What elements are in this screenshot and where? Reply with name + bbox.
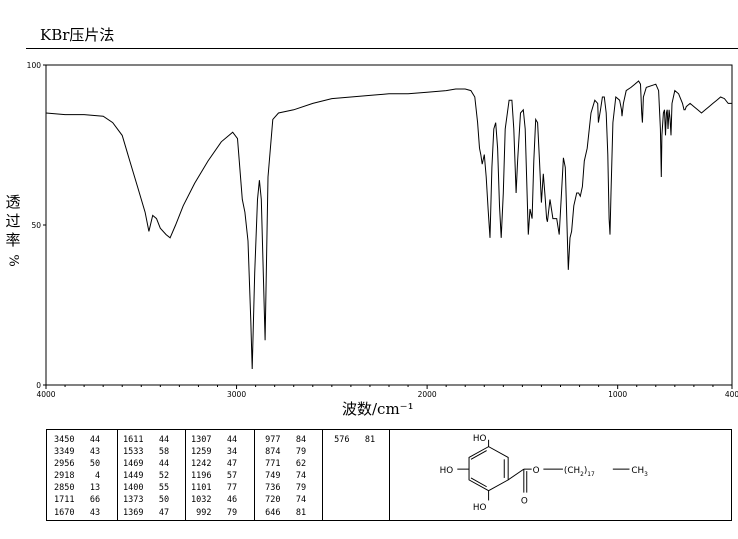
peak-row: 1373 50: [123, 495, 170, 506]
peak-row: 977 84: [260, 435, 307, 445]
y-tick-label: 0: [36, 381, 41, 390]
peak-column-2: 1611 44 1533 58 1469 44 1449 52 1400 55 1373 …: [123, 434, 169, 519]
peak-column-divider: [322, 430, 323, 520]
peak-column-3: 1307 44 1259 34 1242 47 1196 57 1101 77 1032 …: [191, 434, 237, 519]
y-tick-label: 50: [31, 221, 41, 230]
peak-row: 874 79: [260, 447, 307, 458]
peak-row: 1369 47: [123, 507, 170, 518]
peak-column-1: 3450 44 3349 43 2956 50 2918 4 2850 13 1711 6…: [54, 434, 100, 519]
peak-row: 992 79: [191, 507, 238, 518]
benzene-ring: [468, 446, 509, 492]
peak-row: 1711 66: [54, 495, 101, 506]
plot-frame: [45, 64, 733, 386]
peak-row: 1101 77: [191, 483, 238, 494]
molecular-structure: HO HO HO O O (CH2)17 CH3: [389, 429, 732, 521]
peak-row: 1242 47: [191, 459, 238, 470]
peak-row: 1259 34: [191, 447, 238, 458]
peak-row: 3349 43: [54, 447, 101, 458]
title-divider: [26, 48, 738, 49]
transmittance-trace: [45, 80, 732, 370]
ester-oxygen-label: O: [533, 466, 540, 476]
peak-row: 1611 44: [123, 435, 170, 445]
peak-row: 2850 13: [54, 483, 101, 494]
y-axis-label-char-2: 过: [5, 212, 21, 230]
peak-row: 1400 55: [123, 483, 170, 494]
page-title: KBr压片法: [40, 26, 115, 44]
hydroxyl-top-label: HO: [473, 434, 487, 444]
y-axis-label-char-1: 透: [5, 193, 21, 211]
x-tick-label: 4000: [36, 390, 55, 399]
y-tick-label: 100: [27, 61, 42, 70]
x-tick-label: 2000: [418, 390, 437, 399]
x-tick-label: 3000: [227, 390, 246, 399]
peak-row: 749 74: [260, 471, 307, 482]
peak-column-5: 576 81: [329, 434, 375, 446]
peak-column-divider: [117, 430, 118, 520]
peak-row: 576 81: [329, 435, 376, 445]
axis-ticks: [43, 64, 733, 389]
alkyl-chain-label: (CH2)17: [564, 466, 595, 478]
y-axis-label: 透 过 率 %: [3, 193, 23, 270]
x-axis-label: 波数/cm⁻¹: [342, 400, 414, 418]
peak-column-divider: [185, 430, 186, 520]
peak-column-divider: [254, 430, 255, 520]
peak-row: 720 74: [260, 495, 307, 506]
x-tick-label: 400: [725, 390, 738, 399]
peak-row: 736 79: [260, 483, 307, 494]
peak-row: 2918 4: [54, 471, 101, 482]
peak-row: 1196 57: [191, 471, 238, 482]
x-tick-label: 1000: [608, 390, 627, 399]
peak-row: 1469 44: [123, 459, 170, 470]
peak-row: 771 62: [260, 459, 307, 470]
peak-column-4: 977 84 874 79 771 62 749 74 736 79 720 7…: [260, 434, 306, 519]
peak-row: 2956 50: [54, 459, 101, 470]
methyl-label: CH3: [631, 466, 648, 478]
y-axis-label-char-3: 率: [5, 231, 21, 249]
hydroxyl-bottom-label: HO: [473, 503, 487, 513]
peak-row: 1449 52: [123, 471, 170, 482]
bonds: [457, 439, 630, 501]
hydroxyl-middle-label: HO: [440, 466, 454, 476]
carbonyl-oxygen-label: O: [521, 496, 528, 506]
peak-row: 1533 58: [123, 447, 170, 458]
peak-row: 1670 43: [54, 507, 101, 518]
y-axis-label-unit: %: [5, 254, 21, 267]
peak-row: 1307 44: [191, 435, 238, 445]
peak-table: 3450 44 3349 43 2956 50 2918 4 2850 13 1711 6…: [46, 429, 389, 521]
peak-row: 646 81: [260, 507, 307, 518]
peak-row: 3450 44: [54, 435, 101, 445]
peak-row: 1032 46: [191, 495, 238, 506]
